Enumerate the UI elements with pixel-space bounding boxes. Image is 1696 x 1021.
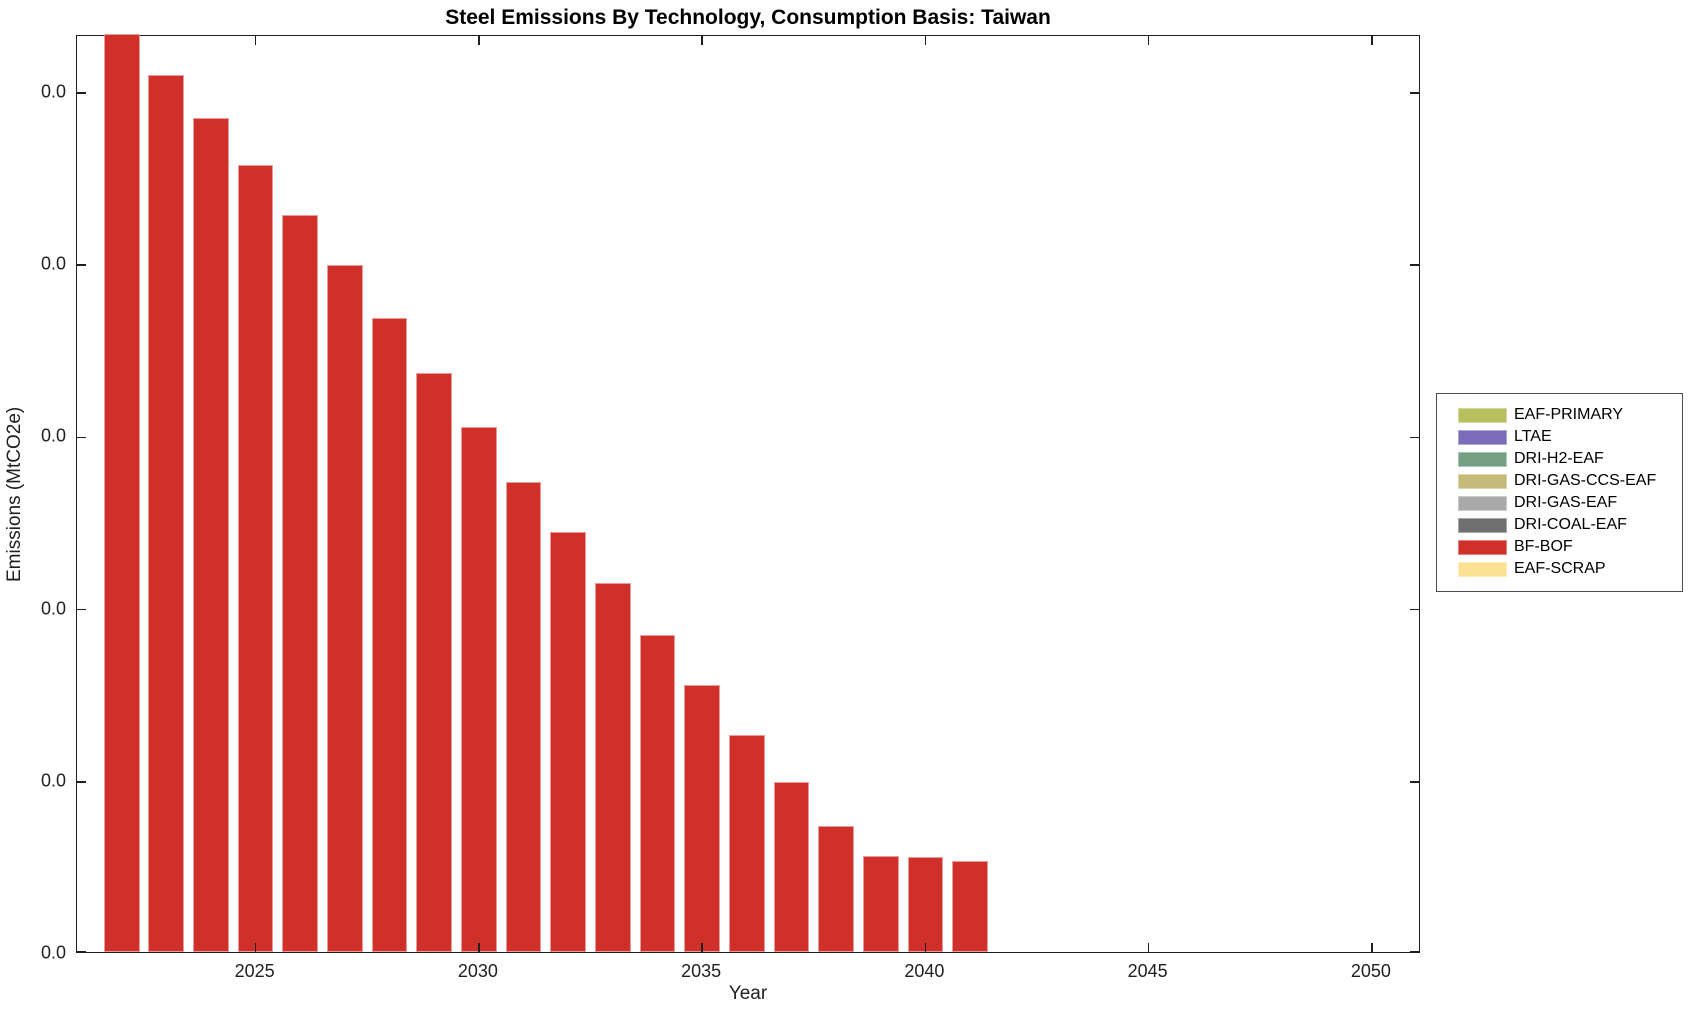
x-tick-mark (254, 943, 257, 952)
bar-bf-bof-2041 (952, 860, 988, 952)
y-tick-mark (1410, 781, 1419, 783)
legend-swatch (1458, 517, 1507, 533)
y-tick-mark (1410, 608, 1419, 611)
y-tick-mark (1410, 92, 1419, 94)
bar-bf-bof-2032 (550, 531, 587, 952)
x-tick-label: 2045 (1127, 961, 1168, 981)
bar-bf-bof-2027 (327, 264, 363, 952)
legend-item: DRI-GAS-CCS-EAF (1437, 470, 1682, 492)
y-tick-label: 0.0 (40, 425, 66, 446)
legend-item: DRI-COAL-EAF (1437, 514, 1682, 536)
bar-bf-bof-2031 (505, 481, 542, 952)
bar-bf-bof-2040 (907, 857, 944, 952)
y-tick-label: 0.0 (40, 942, 66, 963)
x-tick-label: 2025 (234, 961, 275, 981)
legend-swatch (1458, 429, 1507, 445)
legend-swatch (1458, 539, 1507, 555)
legend-item: DRI-GAS-EAF (1437, 492, 1682, 514)
x-tick-label: 2050 (1350, 961, 1391, 981)
legend-label: DRI-GAS-CCS-EAF (1514, 472, 1657, 489)
y-tick-mark (77, 608, 86, 611)
bar-bf-bof-2025 (237, 164, 274, 952)
bar-bf-bof-2034 (639, 635, 676, 952)
x-tick-mark (701, 36, 703, 45)
bar-bf-bof-2030 (461, 426, 497, 952)
legend-swatch (1458, 407, 1507, 423)
legend-item: BF-BOF (1437, 536, 1682, 558)
x-tick-mark (1371, 943, 1373, 952)
bar-bf-bof-2035 (684, 685, 720, 952)
y-tick-mark (77, 264, 86, 266)
x-tick-label: 2030 (457, 961, 498, 981)
y-tick-label: 0.0 (40, 770, 66, 791)
legend-swatch (1458, 495, 1507, 511)
bar-bf-bof-2028 (371, 318, 408, 952)
legend-label: DRI-H2-EAF (1514, 450, 1604, 467)
bar-bf-bof-2039 (862, 855, 899, 952)
legend-label: DRI-COAL-EAF (1514, 516, 1627, 533)
x-tick-mark (1147, 943, 1150, 952)
x-tick-mark (478, 943, 480, 952)
x-tick-label: 2035 (681, 961, 722, 981)
chart-title: Steel Emissions By Technology, Consumpti… (445, 6, 1051, 29)
bar-bf-bof-2038 (818, 826, 854, 952)
legend-label: EAF-SCRAP (1514, 560, 1606, 577)
y-tick-label: 0.0 (40, 81, 66, 102)
bar-bf-bof-2029 (416, 373, 453, 952)
y-tick-mark (1410, 951, 1419, 953)
legend-label: BF-BOF (1514, 538, 1573, 555)
y-tick-label: 0.0 (40, 253, 66, 274)
x-tick-mark (478, 36, 480, 45)
legend-label: LTAE (1514, 428, 1552, 445)
y-tick-mark (77, 436, 86, 439)
legend-label: EAF-PRIMARY (1514, 406, 1624, 423)
x-tick-mark (254, 36, 257, 45)
y-tick-mark (77, 951, 86, 953)
legend-item: EAF-SCRAP (1437, 558, 1682, 580)
bar-bf-bof-2026 (282, 214, 319, 952)
x-tick-label: 2040 (904, 961, 945, 981)
bar-bf-bof-2023 (148, 75, 185, 952)
y-axis-label: Emissions (MtCO2e) (4, 406, 25, 582)
bar-bf-bof-2022 (103, 34, 140, 952)
bar-bf-bof-2024 (193, 118, 229, 952)
y-tick-mark (1410, 264, 1419, 266)
plot-area (76, 34, 1420, 953)
legend-swatch (1458, 473, 1507, 489)
legend-box: EAF-PRIMARY LTAE DRI-H2-EAF DRI-GAS-CCS-EAF… (1436, 393, 1683, 592)
legend-swatch (1458, 451, 1507, 467)
bar-bf-bof-2037 (773, 781, 810, 952)
legend-item: EAF-PRIMARY (1437, 404, 1682, 426)
x-axis-label: Year (728, 983, 768, 1004)
bar-bf-bof-2033 (594, 583, 631, 952)
x-tick-mark (1371, 36, 1373, 45)
x-tick-mark (701, 943, 703, 952)
x-tick-mark (1147, 36, 1150, 45)
bar-bf-bof-2036 (728, 735, 765, 952)
legend-item: DRI-H2-EAF (1437, 448, 1682, 470)
y-tick-mark (77, 92, 86, 94)
x-tick-mark (924, 36, 927, 45)
legend-label: DRI-GAS-EAF (1514, 494, 1618, 511)
y-tick-mark (77, 781, 86, 783)
y-tick-label: 0.0 (40, 598, 66, 619)
legend-item: LTAE (1437, 426, 1682, 448)
x-tick-mark (924, 943, 927, 952)
legend-swatch (1458, 561, 1507, 577)
y-tick-mark (1410, 436, 1419, 439)
